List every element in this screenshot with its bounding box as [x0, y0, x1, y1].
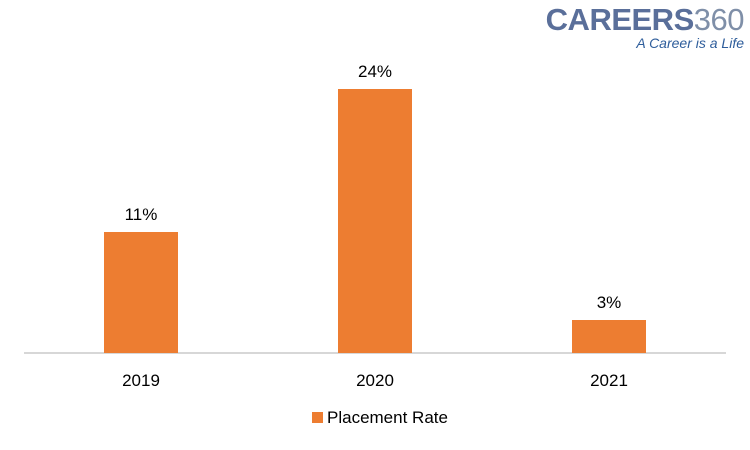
- data-label-2021: 3%: [597, 293, 622, 312]
- x-tick-label-2019: 2019: [122, 371, 160, 390]
- bar-2020: [338, 89, 412, 353]
- bar-2021: [572, 320, 646, 353]
- legend-label: Placement Rate: [327, 408, 448, 427]
- data-label-2019: 11%: [125, 205, 158, 224]
- data-label-2020: 24%: [358, 62, 392, 81]
- bar-2019: [104, 232, 178, 353]
- logo-brand-number: 360: [693, 2, 745, 37]
- logo-brand: CAREERS360: [545, 2, 745, 37]
- logo-tagline: A Career is a Life: [636, 35, 744, 51]
- x-tick-label-2021: 2021: [590, 371, 628, 390]
- logo-brand-main: CAREERS: [545, 2, 695, 37]
- legend-swatch: [312, 412, 323, 423]
- x-tick-label-2020: 2020: [356, 371, 394, 390]
- careers360-logo: CAREERS360 A Career is a Life: [545, 2, 745, 52]
